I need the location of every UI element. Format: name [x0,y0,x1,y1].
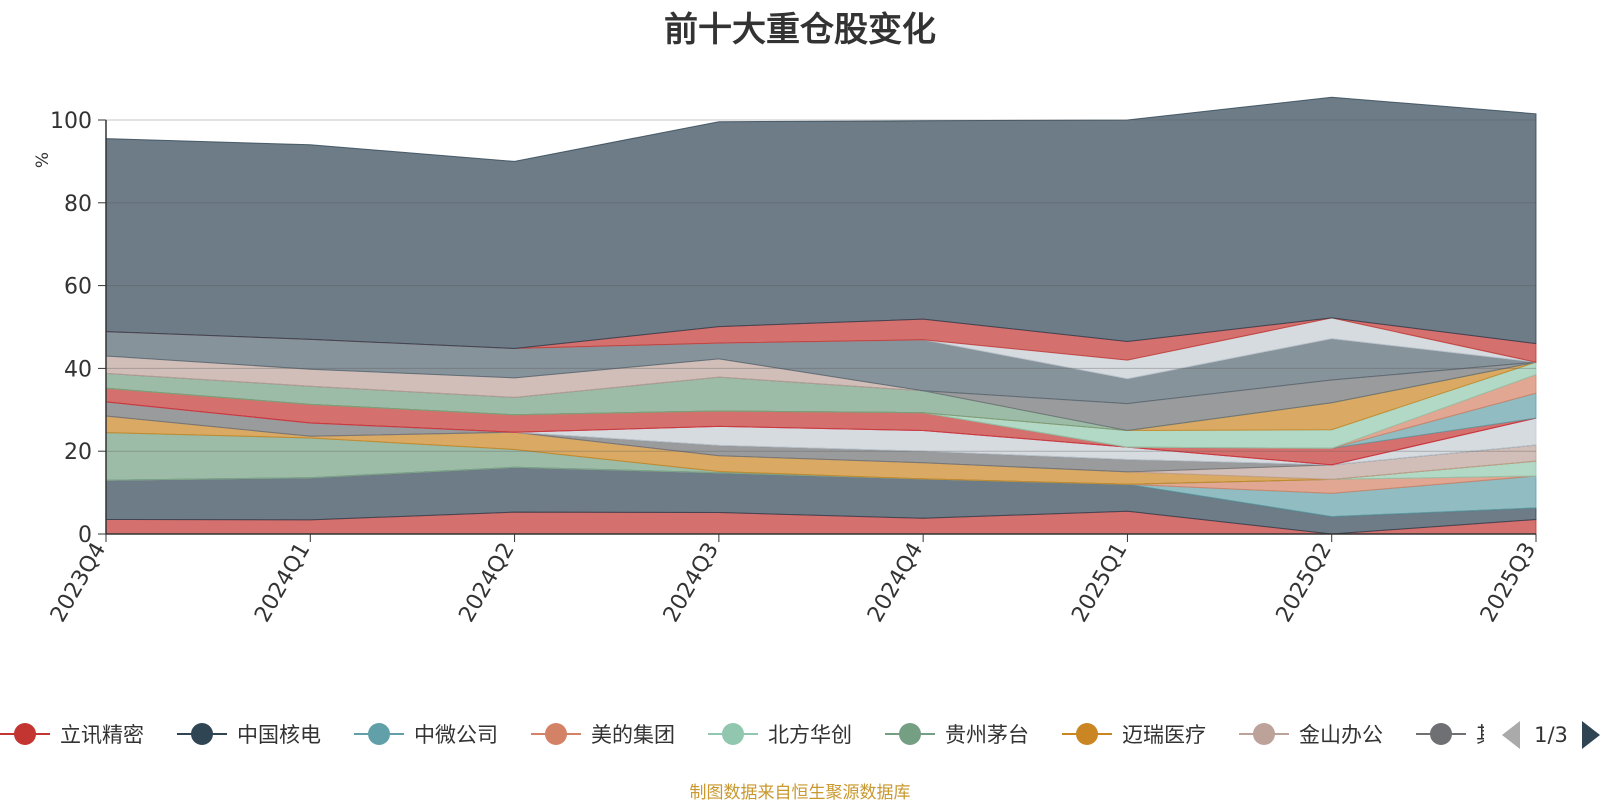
legend-label: 迈瑞医疗 [1122,723,1206,747]
legend-next-icon[interactable] [1582,721,1600,749]
x-tick-label: 2024Q3 [659,539,724,627]
area-series-layer [105,96,1537,535]
legend[interactable]: 立讯精密中国核电中微公司美的集团北方华创贵州茅台迈瑞医疗金山办公其他A1/3 [0,710,1600,760]
chart-title: 前十大重仓股变化 [664,10,936,50]
legend-marker-icon [1430,723,1452,745]
legend-label: 中国核电 [237,723,321,747]
legend-marker-icon [14,723,36,745]
legend-label: 北方华创 [768,723,852,747]
x-tick-label: 2024Q2 [454,539,519,627]
legend-item-1[interactable]: 立讯精密 [0,723,144,747]
y-tick-label: 20 [64,440,92,465]
x-tick-label: 2025Q3 [1476,539,1541,627]
legend-marker-icon [545,723,567,745]
y-tick-label: 60 [64,275,92,300]
y-tick-label: 80 [64,192,92,217]
legend-label: 中微公司 [414,723,498,747]
legend-marker-icon [1076,723,1098,745]
legend-marker-icon [191,723,213,745]
legend-label: 美的集团 [591,723,675,747]
legend-marker-icon [368,723,390,745]
area-series-25[interactable] [105,96,1537,350]
x-tick-label: 2025Q2 [1272,539,1337,627]
x-tick-label: 2024Q4 [863,539,928,627]
legend-marker-icon [1253,723,1275,745]
y-axis-label: % [33,152,53,168]
legend-item-7[interactable]: 迈瑞医疗 [1062,723,1206,747]
gridlines [106,119,1536,452]
y-tick-label: 100 [50,109,92,134]
legend-item-5[interactable]: 北方华创 [708,723,852,747]
legend-prev-icon[interactable] [1502,721,1520,749]
legend-item-8[interactable]: 金山办公 [1239,723,1383,747]
x-tick-label: 2023Q4 [46,539,111,627]
source-footnote: 制图数据来自恒生聚源数据库 [689,783,911,803]
legend-label: 贵州茅台 [945,723,1029,747]
legend-marker-icon [722,723,744,745]
legend-item-3[interactable]: 中微公司 [354,723,498,747]
legend-label: 金山办公 [1299,723,1383,747]
legend-item-6[interactable]: 贵州茅台 [885,723,1029,747]
legend-item-2[interactable]: 中国核电 [177,723,321,747]
legend-page-indicator: 1/3 [1534,723,1568,747]
legend-marker-icon [899,723,921,745]
legend-item-4[interactable]: 美的集团 [531,723,675,747]
x-tick-label: 2025Q1 [1067,539,1132,627]
y-tick-label: 0 [78,523,92,548]
x-tick-label: 2024Q1 [250,539,315,627]
legend-label: 立讯精密 [60,723,144,747]
y-tick-label: 40 [64,357,92,382]
